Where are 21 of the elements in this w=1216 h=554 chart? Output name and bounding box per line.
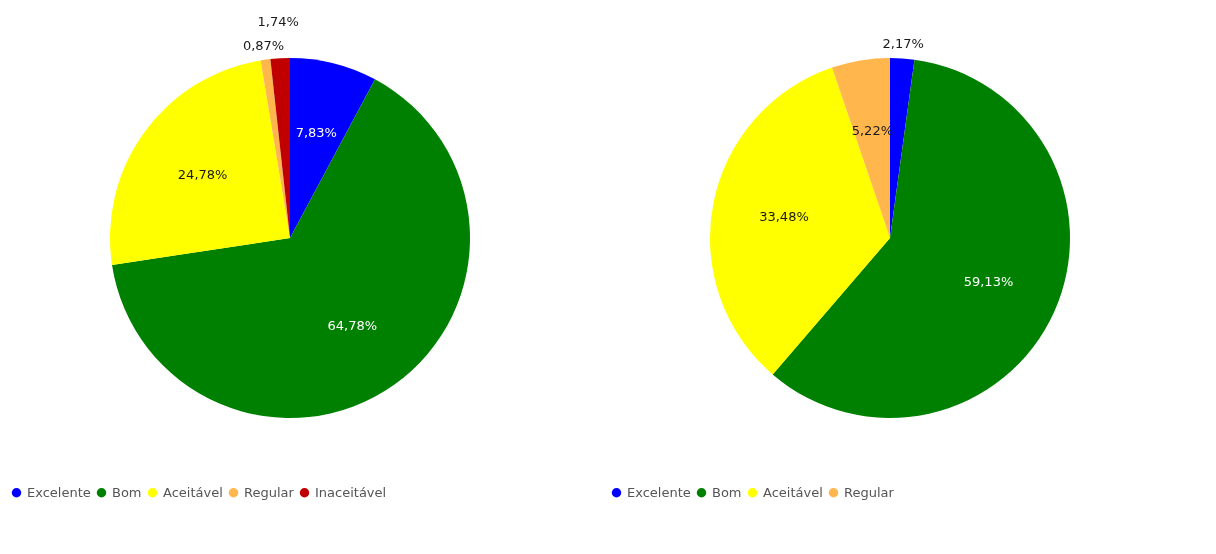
legend-label: Regular (244, 484, 295, 500)
legend-label: Inaceitável (315, 484, 387, 500)
data-label: 7,83% (295, 125, 337, 141)
data-label: 33,48% (759, 209, 809, 225)
legend-label: Regular (844, 484, 895, 500)
legend-label: Bom (112, 484, 142, 500)
data-label: 2,17% (882, 36, 924, 52)
pie-slice (260, 59, 290, 238)
data-label: 0,87% (242, 37, 285, 53)
data-label: 59,13% (963, 274, 1014, 290)
data-label: 24,78% (177, 166, 228, 182)
legend-label: Aceitável (763, 484, 823, 500)
legend-label: Bom (712, 484, 742, 500)
pie-slice (112, 79, 470, 418)
legend-label: Excelente (627, 484, 691, 500)
data-label: 64,78% (327, 318, 378, 334)
legend-label: Excelente (27, 484, 91, 500)
legend-label: Aceitável (163, 484, 223, 500)
pie-slice (290, 58, 376, 238)
data-label: 1,74% (257, 14, 299, 30)
pie-slice (110, 60, 290, 265)
